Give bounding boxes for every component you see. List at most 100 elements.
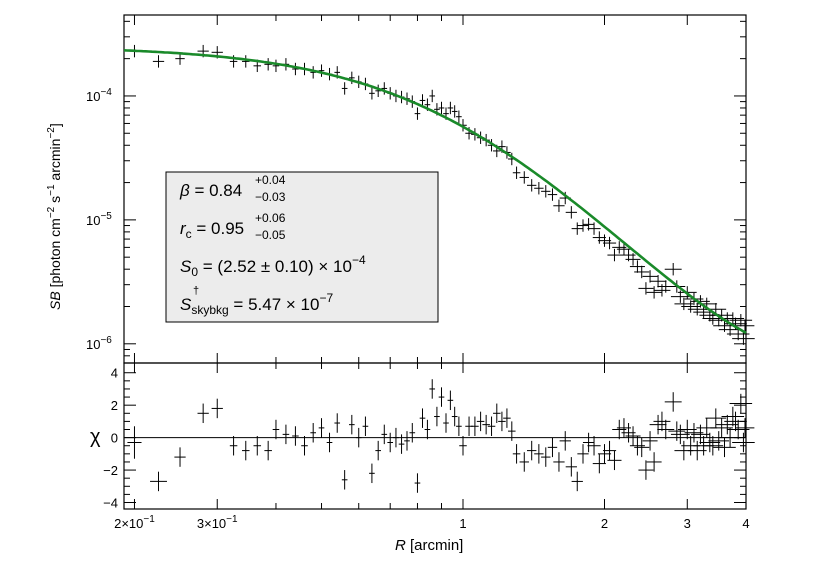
residual-data-point — [471, 416, 479, 436]
residual-data-point — [625, 426, 641, 446]
residual-data-point — [487, 416, 496, 436]
sb-data-point — [512, 166, 521, 179]
residual-data-point — [381, 424, 388, 445]
top-y-axis-title: SB [photon cm−2 s−1 arcmin−2] — [46, 123, 63, 310]
sb-data-point — [519, 171, 529, 184]
residual-data-point — [735, 418, 755, 438]
sb-data-point — [381, 82, 388, 95]
residual-data-point — [419, 408, 426, 428]
chi-tick-label: −4 — [103, 496, 118, 511]
y-tick-mantissa: 10 — [86, 213, 100, 228]
bottom-panel-frame — [123, 362, 747, 510]
beta-symbol: β — [179, 181, 190, 200]
residual-data-point — [326, 432, 333, 453]
residual-data-point — [559, 431, 571, 451]
sb-data-point — [534, 182, 544, 195]
residual-data-point — [476, 411, 485, 432]
residual-data-point — [369, 463, 375, 484]
residual-data-point — [404, 431, 410, 451]
residual-data-point — [565, 457, 577, 477]
y-title-unit-3: arcmin — [47, 139, 63, 185]
y-tick-mantissa: 10 — [86, 89, 100, 104]
skybkg-value: = 5.47 × 10 — [229, 295, 320, 314]
residual-data-point — [375, 440, 382, 461]
residual-data-point — [553, 452, 565, 472]
s0-symbol: S — [180, 257, 192, 276]
sb-data-point — [414, 107, 421, 120]
rc-parameter: rc = 0.95 — [180, 219, 244, 241]
sb-data-point — [341, 82, 348, 95]
sb-data-point — [649, 275, 667, 288]
rc-subscript: c — [186, 227, 192, 241]
x-tick-label: 3×10−1 — [197, 514, 238, 531]
beta-value: = 0.84 — [190, 181, 242, 200]
residual-data-point — [355, 427, 362, 448]
bottom-y-tick-labels: −4 −2 0 2 4 — [103, 366, 118, 511]
beta-upper-error: +0.04 — [255, 173, 286, 187]
skybkg-symbol: S — [180, 295, 192, 314]
residual-data-point — [451, 406, 458, 427]
residual-data-point — [629, 436, 645, 456]
residual-data-point — [459, 436, 467, 456]
residual-data-point — [699, 432, 721, 453]
residual-data-point — [670, 424, 690, 445]
y-tick-exponent: −4 — [100, 87, 112, 98]
residual-data-point — [705, 408, 727, 428]
sb-data-point — [541, 185, 551, 198]
x-tick-exponent: −1 — [226, 514, 238, 525]
sb-data-point — [646, 286, 662, 299]
residual-data-point — [414, 473, 421, 493]
residual-data-point — [597, 444, 612, 464]
y-title-exp-3: −2 — [46, 127, 57, 139]
residual-data-point — [571, 471, 583, 492]
sb-data-point — [602, 236, 617, 250]
residual-data-point — [519, 452, 529, 472]
residual-data-point — [508, 421, 516, 441]
chi-tick-label: 2 — [111, 398, 118, 413]
x-tick-label: 1 — [459, 516, 466, 531]
residual-data-point — [702, 436, 724, 456]
y-tick-label: 10−5 — [86, 211, 112, 228]
s0-exponent: −4 — [352, 253, 366, 267]
residual-data-point — [607, 450, 622, 471]
x-tick-label: 4 — [742, 516, 749, 531]
rc-symbol: r — [180, 219, 187, 238]
residual-data-point — [282, 424, 290, 445]
residual-data-point — [150, 471, 167, 492]
residual-data-point — [498, 411, 506, 432]
x-axis-title: R [arcmin] — [395, 537, 463, 554]
residual-data-point — [592, 453, 606, 474]
x-title-unit: [arcmin] — [406, 537, 464, 554]
sb-data-point — [664, 262, 682, 276]
residual-data-point — [713, 437, 736, 458]
y-tick-exponent: −6 — [100, 335, 112, 346]
x-tick-mantissa: 3 — [684, 516, 691, 531]
chi-tick-label: −2 — [103, 463, 118, 478]
beta-parameter: β = 0.84 — [179, 181, 242, 200]
sb-data-point — [735, 319, 755, 332]
residual-data-point — [503, 408, 511, 428]
residual-data-point — [434, 406, 440, 427]
residual-data-point — [582, 432, 595, 453]
sb-data-point — [526, 179, 537, 192]
sb-data-point — [597, 234, 612, 247]
residual-data-point — [429, 379, 436, 399]
y-tick-mantissa: 10 — [86, 337, 100, 352]
rc-upper-error: +0.06 — [255, 211, 286, 225]
residual-data-point — [127, 426, 142, 459]
residual-data-point — [534, 444, 544, 464]
sb-data-point — [592, 231, 606, 244]
legend-box-background — [165, 171, 439, 323]
residual-data-point — [541, 447, 551, 467]
sb-data-point — [242, 55, 250, 68]
x-tick-mantissa: 2×10 — [114, 516, 143, 531]
sb-data-point — [577, 219, 589, 232]
skybkg-exponent: −7 — [319, 291, 333, 305]
x-tick-exponent: −1 — [143, 514, 155, 525]
residual-data-point — [649, 414, 667, 435]
sb-data-point — [634, 265, 650, 279]
sb-data-point — [732, 332, 755, 345]
y-tick-exponent: −5 — [100, 211, 112, 222]
residual-data-point — [211, 398, 223, 419]
